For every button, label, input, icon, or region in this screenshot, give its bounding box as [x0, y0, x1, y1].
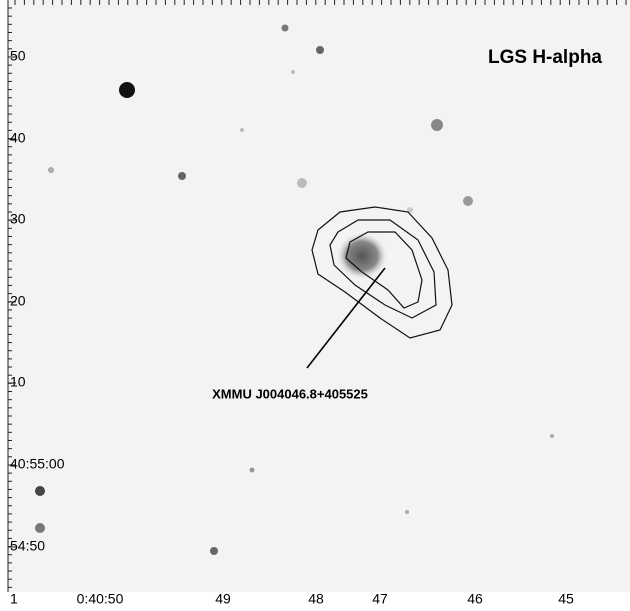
- x-tick-label: 46: [467, 591, 483, 607]
- x-tick-label: 45: [558, 591, 574, 607]
- y-tick-label: 20: [10, 293, 26, 309]
- y-tick-label: 50: [10, 48, 26, 64]
- y-tick-label: 10: [10, 374, 26, 390]
- source-label: XMMU J004046.8+405525: [212, 386, 368, 401]
- y-tick-label: 40: [10, 130, 26, 146]
- x-tick-label: 47: [372, 591, 388, 607]
- image-title: LGS H-alpha: [488, 47, 602, 68]
- tick-marks: [8, 0, 627, 588]
- x-tick-label: 0:40:50: [77, 591, 124, 607]
- y-tick-label: 54:50: [10, 538, 45, 554]
- x-tick-label: 49: [215, 591, 231, 607]
- y-tick-label: 40:55:00: [10, 456, 65, 472]
- pointer-line: [306, 267, 386, 369]
- x-tick-label: 48: [308, 591, 324, 607]
- x-tick-label: 1: [10, 591, 18, 607]
- y-tick-label: 30: [10, 211, 26, 227]
- image-field: [8, 0, 630, 592]
- contours: [311, 206, 453, 339]
